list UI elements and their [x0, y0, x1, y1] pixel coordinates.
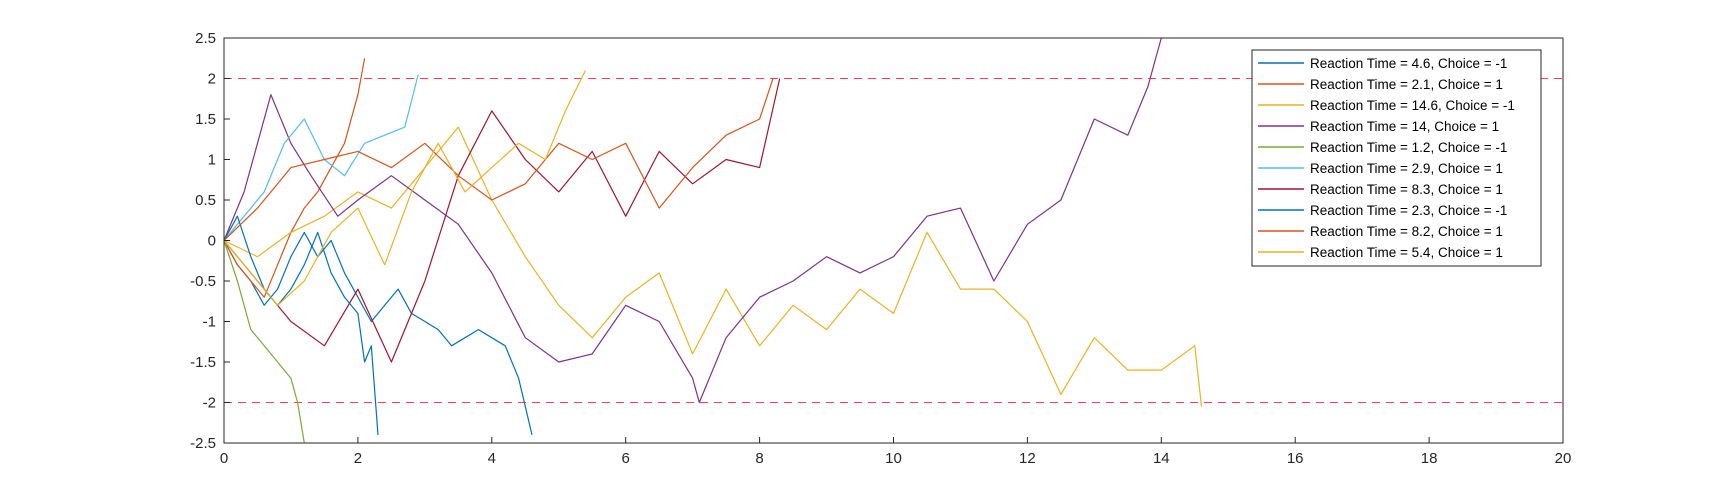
legend-label-2: Reaction Time = 2.1, Choice = 1 [1310, 77, 1503, 92]
legend-label-3: Reaction Time = 14.6, Choice = -1 [1310, 98, 1515, 113]
y-tick-label: -1.5 [190, 354, 216, 371]
y-tick-label: 2 [208, 71, 216, 88]
legend-label-7: Reaction Time = 8.3, Choice = 1 [1310, 182, 1503, 197]
axes: 0 2 4 6 8 10 12 14 16 18 20 2.5 2 1.5 1 0.5 0 -0.5 -1 -1.5 -… [190, 30, 1571, 467]
legend-label-1: Reaction Time = 4.6, Choice = -1 [1310, 56, 1507, 71]
y-tick-label: 0 [208, 233, 216, 250]
y-tick-label: -0.5 [190, 273, 216, 290]
series-line-1 [223, 231, 533, 436]
series-line-3 [223, 126, 1203, 407]
series-line-7 [223, 78, 781, 363]
series-line-8 [223, 215, 379, 435]
y-tick-label: 1 [208, 152, 216, 169]
legend-label-10: Reaction Time = 5.4, Choice = 1 [1310, 245, 1503, 260]
x-tick-label: 6 [622, 450, 630, 467]
series-line-2 [223, 58, 366, 298]
x-tick-label: 12 [1019, 450, 1036, 467]
x-tick-label: 18 [1421, 450, 1438, 467]
legend-label-6: Reaction Time = 2.9, Choice = 1 [1310, 161, 1503, 176]
x-tick-label: 10 [885, 450, 902, 467]
legend-label-5: Reaction Time = 1.2, Choice = -1 [1310, 140, 1507, 155]
y-tick-label: -2 [203, 395, 216, 412]
series-line-9 [223, 78, 774, 241]
legend-label-8: Reaction Time = 2.3, Choice = -1 [1310, 203, 1507, 218]
legend-label-4: Reaction Time = 14, Choice = 1 [1310, 119, 1499, 134]
x-tick-label: 20 [1555, 450, 1572, 467]
series-layer [223, 37, 1203, 444]
x-tick-label: 4 [488, 450, 496, 467]
y-tick-label: -1 [203, 314, 216, 331]
series-line-5 [223, 240, 305, 444]
x-tick-label: 16 [1287, 450, 1304, 467]
series-line-10 [223, 70, 587, 306]
x-tick-label: 0 [220, 450, 228, 467]
x-tick-label: 8 [755, 450, 763, 467]
y-tick-label: 1.5 [195, 111, 216, 128]
y-tick-label: 2.5 [195, 30, 216, 47]
y-tick-label: 0.5 [195, 192, 216, 209]
series-line-4 [223, 37, 1162, 404]
x-tick-label: 14 [1153, 450, 1170, 467]
x-tick-label: 2 [354, 450, 362, 467]
legend-label-9: Reaction Time = 8.2, Choice = 1 [1310, 224, 1503, 239]
legend: Reaction Time = 4.6, Choice = -1 Reaction… [1251, 49, 1542, 267]
legend-box [1251, 49, 1542, 267]
y-tick-label: -2.5 [190, 435, 216, 452]
